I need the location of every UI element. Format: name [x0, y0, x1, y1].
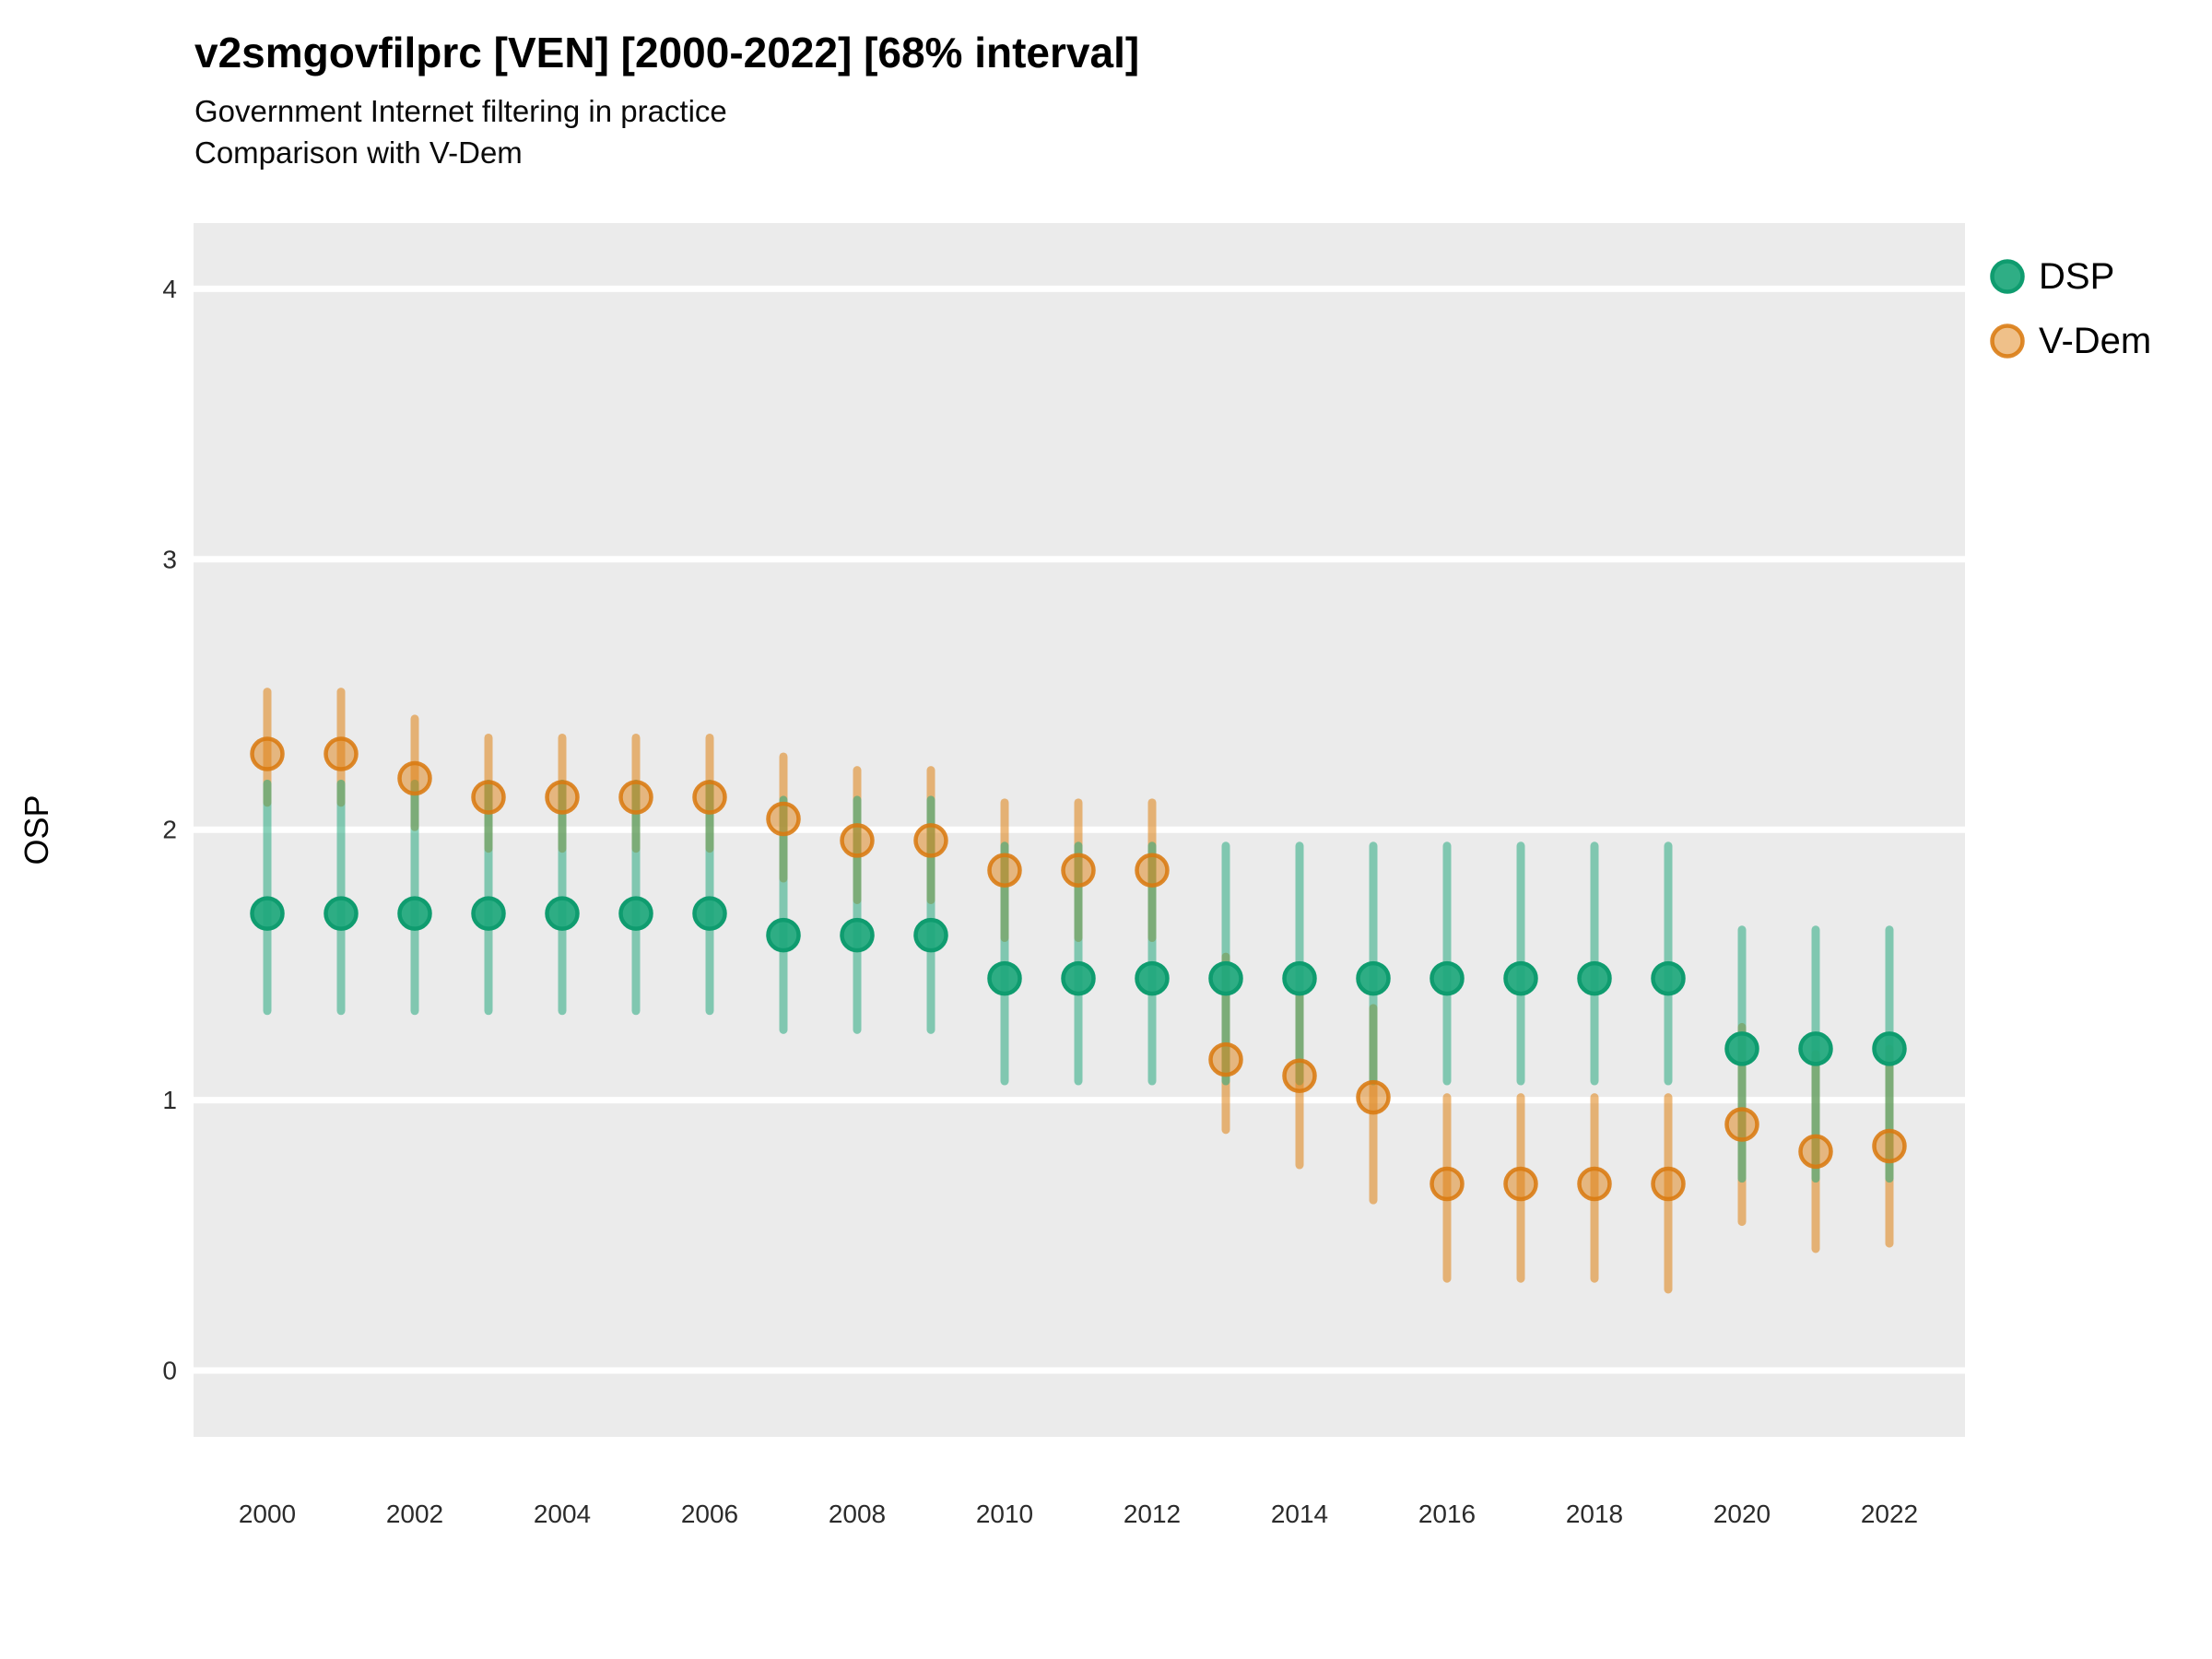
y-tick-label-3: 3 — [162, 545, 177, 573]
dsp-legend-dot-ring — [1990, 259, 2025, 294]
y-tick-label-2: 2 — [162, 816, 177, 844]
vdem-point-2007 — [766, 801, 801, 837]
vdem-point-2008 — [840, 823, 875, 858]
vdem-point-2013 — [1208, 1041, 1243, 1077]
vdem-point-2002 — [397, 760, 432, 796]
dsp-point-2014 — [1282, 960, 1317, 996]
y-tick-label-0: 0 — [162, 1357, 177, 1385]
dsp-point-2011 — [1061, 960, 1096, 996]
legend-item-vdem: V-Dem — [1987, 309, 2151, 373]
dsp-point-2003 — [471, 896, 506, 931]
vdem-point-2010 — [987, 853, 1022, 888]
y-tick-label-1: 1 — [162, 1086, 177, 1114]
vdem-point-2012 — [1135, 853, 1170, 888]
legend-item-dsp: DSP — [1987, 244, 2151, 309]
x-tick-label-2016: 2016 — [1418, 1500, 1476, 1528]
y-axis-title: OSP — [18, 794, 55, 865]
dsp-legend-marker-icon — [1990, 259, 2025, 294]
vdem-point-2017 — [1503, 1166, 1538, 1202]
vdem-point-2015 — [1356, 1079, 1391, 1115]
vdem-point-2003 — [471, 780, 506, 815]
dsp-legend-dot — [1992, 261, 2023, 292]
dsp-point-2004 — [545, 896, 580, 931]
vdem-point-2016 — [1430, 1166, 1465, 1202]
dsp-point-2018 — [1577, 960, 1612, 996]
vdem-point-2022 — [1872, 1128, 1907, 1164]
x-tick-label-2014: 2014 — [1271, 1500, 1328, 1528]
vdem-point-2006 — [692, 780, 727, 815]
x-tick-label-2018: 2018 — [1566, 1500, 1623, 1528]
vdem-point-2005 — [618, 780, 653, 815]
x-tick-label-2006: 2006 — [681, 1500, 738, 1528]
x-tick-label-2012: 2012 — [1124, 1500, 1181, 1528]
vdem-point-2014 — [1282, 1058, 1317, 1093]
dsp-point-2016 — [1430, 960, 1465, 996]
vdem-point-2020 — [1724, 1107, 1759, 1142]
vdem-legend-dot-ring — [1990, 324, 2025, 359]
vdem-point-2018 — [1577, 1166, 1612, 1202]
dsp-point-2010 — [987, 960, 1022, 996]
dsp-point-2008 — [840, 917, 875, 953]
dsp-point-2019 — [1651, 960, 1686, 996]
vdem-point-2000 — [250, 736, 285, 771]
x-tick-label-2022: 2022 — [1861, 1500, 1918, 1528]
x-tick-label-2000: 2000 — [239, 1500, 296, 1528]
dsp-point-2007 — [766, 917, 801, 953]
x-tick-label-2010: 2010 — [976, 1500, 1033, 1528]
legend-label-dsp: DSP — [2039, 255, 2115, 297]
vdem-legend-dot — [1992, 325, 2023, 357]
x-tick-label-2004: 2004 — [534, 1500, 591, 1528]
x-tick-label-2008: 2008 — [829, 1500, 886, 1528]
dsp-point-2013 — [1208, 960, 1243, 996]
dsp-point-2021 — [1798, 1031, 1833, 1066]
legend-label-vdem: V-Dem — [2039, 320, 2152, 361]
legend: DSP V-Dem — [1987, 244, 2151, 373]
vdem-point-2004 — [545, 780, 580, 815]
vdem-point-2011 — [1061, 853, 1096, 888]
chart-title: v2smgovfilprc [VEN] [2000-2022] [68% int… — [194, 29, 1140, 76]
dsp-point-2012 — [1135, 960, 1170, 996]
vdem-point-2009 — [913, 823, 948, 858]
x-tick-label-2020: 2020 — [1713, 1500, 1771, 1528]
dsp-point-2005 — [618, 896, 653, 931]
dsp-point-2006 — [692, 896, 727, 931]
dsp-point-2002 — [397, 896, 432, 931]
dsp-point-2020 — [1724, 1031, 1759, 1066]
dsp-point-2017 — [1503, 960, 1538, 996]
dsp-point-2009 — [913, 917, 948, 953]
chart-subtitle-line2: Comparison with V-Dem — [194, 135, 523, 170]
vdem-legend-marker-icon — [1990, 324, 2025, 359]
x-tick-label-2002: 2002 — [386, 1500, 443, 1528]
vdem-point-2019 — [1651, 1166, 1686, 1202]
dsp-point-2000 — [250, 896, 285, 931]
chart-subtitle-line1: Government Internet filtering in practic… — [194, 94, 727, 128]
vdem-point-2021 — [1798, 1134, 1833, 1170]
dsp-point-2015 — [1356, 960, 1391, 996]
vdem-point-2001 — [324, 736, 359, 771]
dsp-point-2022 — [1872, 1031, 1907, 1066]
dsp-point-2001 — [324, 896, 359, 931]
y-tick-label-4: 4 — [162, 275, 177, 303]
